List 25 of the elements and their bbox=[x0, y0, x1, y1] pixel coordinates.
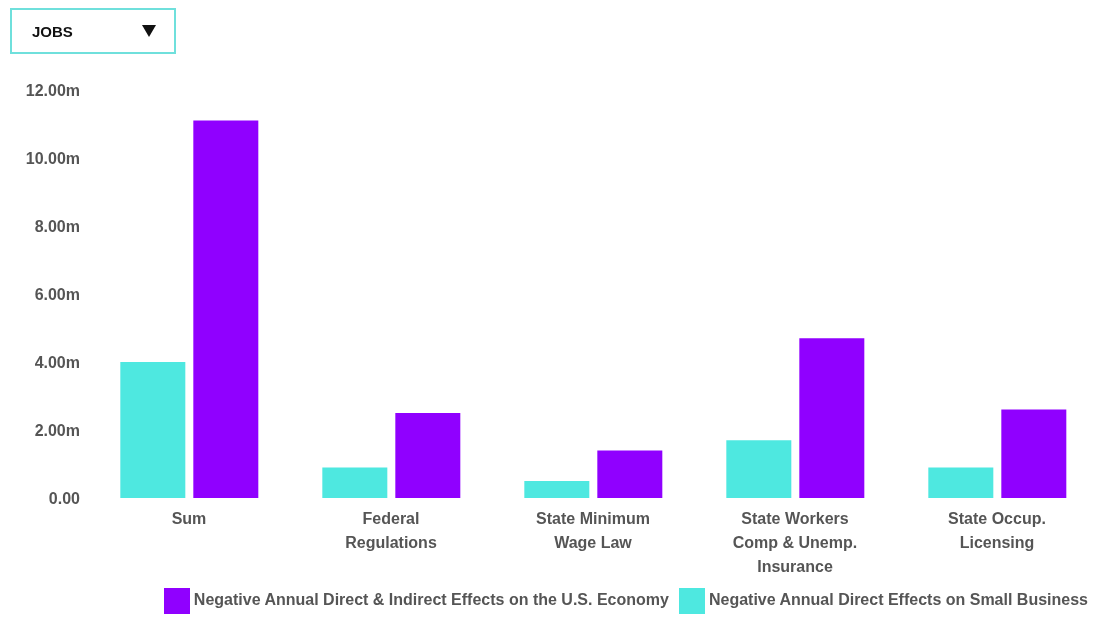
bar bbox=[193, 120, 259, 498]
y-tick-label: 10.00m bbox=[25, 149, 80, 167]
x-tick-label: State Workers Comp & Unemp. Insurance bbox=[732, 510, 858, 575]
dropdown: JOBS bbox=[10, 8, 176, 54]
legend-label: Negative Annual Direct Effects on Small Business bbox=[708, 591, 1088, 609]
bar bbox=[524, 481, 590, 498]
y-tick-label: 12.00m bbox=[25, 81, 80, 99]
bar bbox=[597, 450, 663, 498]
bar bbox=[799, 338, 865, 498]
y-tick-label: 8.00m bbox=[34, 217, 80, 235]
x-tick-label: State Minimum Wage Law bbox=[536, 510, 650, 551]
y-tick-label: 4.00m bbox=[34, 353, 80, 371]
legend-label: Negative Annual Direct & Indirect Effects on the U.S. Economy bbox=[193, 591, 669, 609]
bar bbox=[120, 362, 186, 498]
bar bbox=[928, 467, 994, 498]
y-tick-label: 6.00m bbox=[34, 285, 80, 303]
x-tick-label: Sum bbox=[171, 510, 207, 527]
y-tick-label: 2.00m bbox=[34, 421, 80, 439]
bar bbox=[726, 440, 792, 498]
bar bbox=[395, 413, 461, 498]
y-tick-label: 0.00 bbox=[48, 489, 81, 507]
x-tick-label: State Occup. Licensing bbox=[948, 510, 1046, 551]
x-tick-label: Federal Regulations bbox=[345, 510, 437, 551]
bar bbox=[322, 467, 388, 498]
bar bbox=[1001, 409, 1067, 498]
